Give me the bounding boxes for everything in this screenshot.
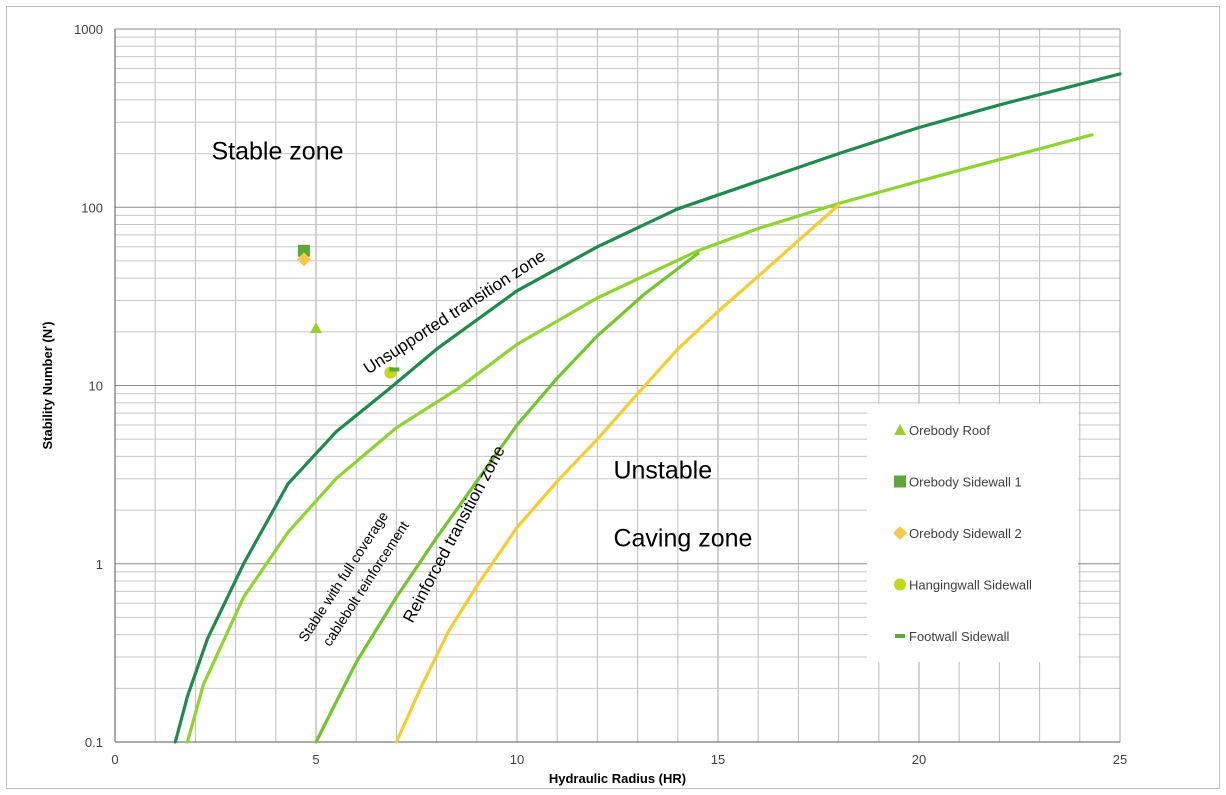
x-tick-label: 25 (1113, 752, 1127, 767)
caving-boundary-line (394, 203, 841, 744)
legend-marker-circle (894, 578, 906, 591)
x-tick-label: 5 (312, 752, 319, 767)
y-tick-label: 1 (96, 557, 103, 572)
x-axis-title: Hydraulic Radius (HR) (549, 771, 686, 786)
legend-entry: Orebody Sidewall 1 (909, 475, 1022, 490)
data-point-triangle (310, 322, 322, 334)
zone-label: Reinforced transition zone (399, 442, 509, 625)
x-tick-label: 20 (912, 752, 926, 767)
zone-label: Unsupported transition zone (360, 246, 549, 378)
reinforced-boundary-line (185, 133, 1094, 744)
data-point-dash (389, 367, 400, 372)
y-tick-label: 100 (81, 200, 103, 215)
legend-entry: Orebody Roof (909, 423, 990, 438)
zone-label: Stable zone (211, 138, 343, 166)
y-tick-label: 0.1 (85, 735, 103, 750)
y-tick-label: 1000 (74, 22, 103, 37)
zone-label: Caving zone (613, 524, 752, 552)
data-point-square (297, 244, 310, 257)
y-tick-label: 10 (89, 379, 103, 394)
legend-entry: Footwall Sidewall (909, 629, 1010, 644)
data-point-diamond (296, 252, 311, 267)
y-axis-title: Stability Number (N') (40, 321, 55, 449)
x-tick-label: 15 (711, 752, 725, 767)
legend-marker-triangle (894, 424, 906, 435)
x-tick-label: 10 (510, 752, 524, 767)
x-tick-label: 0 (111, 752, 118, 767)
legend: Orebody Roof Orebody Sidewall 1 Orebody Si… (867, 404, 1078, 662)
grid-lines (115, 29, 1120, 742)
reinforced-transition-line (314, 251, 700, 744)
legend-entry: Orebody Sidewall 2 (909, 526, 1022, 541)
legend-marker-dash (895, 634, 905, 638)
legend-marker-square (894, 475, 906, 488)
zone-label: Unstable (613, 457, 712, 485)
legend-entry: Hangingwall Sidewall (909, 578, 1032, 593)
legend-marker-diamond (893, 526, 907, 540)
stable-boundary-line (173, 72, 1122, 744)
